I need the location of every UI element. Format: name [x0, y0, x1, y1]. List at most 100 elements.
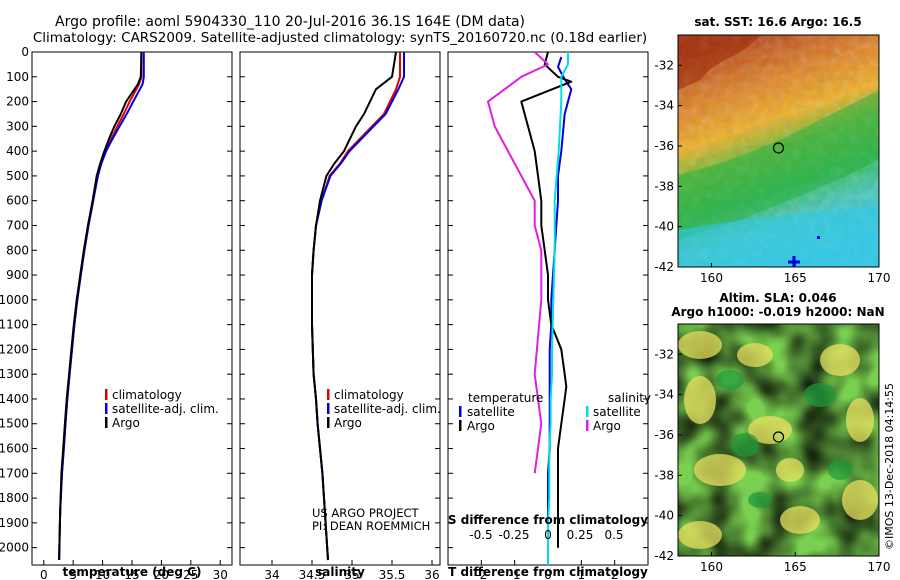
- depth-tick-label: 300: [6, 119, 29, 133]
- sst_map-ytick-label: -42: [654, 260, 674, 274]
- diff-legend-left-swatch: [459, 420, 462, 431]
- difference-xtick-label: 0: [544, 568, 552, 580]
- sst_map-frame: [677, 34, 880, 268]
- sla-high-blob: [678, 331, 722, 359]
- depth-tick-label: 1700: [0, 466, 29, 480]
- temperature-legend-swatch: [105, 403, 108, 414]
- figure-title-line2: Climatology: CARS2009. Satellite-adjuste…: [33, 30, 647, 46]
- diff-legend-right-title: salinity: [608, 391, 651, 405]
- project-annotation: PI: DEAN ROEMMICH: [312, 519, 430, 533]
- sst_map-ytick-label: -40: [654, 220, 674, 234]
- salinity-legend-label: climatology: [334, 388, 404, 402]
- sla-high-blob: [842, 480, 878, 520]
- sla-high-blob: [780, 506, 820, 534]
- difference-series-s-argo: [487, 52, 549, 474]
- difference-xtick-label: -2: [475, 568, 487, 580]
- sla-high-blob: [678, 521, 722, 549]
- temperature-profile-panel: 0100200300400500600700800900100011001200…: [0, 45, 233, 580]
- sla-low-blob: [731, 433, 759, 457]
- sst-dot-marker: [817, 236, 820, 239]
- sla-map-title-line2: Argo h1000: -0.019 h2000: NaN: [671, 305, 884, 319]
- sla-high-blob: [694, 454, 746, 486]
- diff-top-xtick-label: 0.25: [567, 528, 594, 542]
- salinity-plot-frame: [239, 51, 441, 566]
- diff-top-xtick-label: 0.5: [604, 528, 623, 542]
- temperature-plot-frame: [31, 51, 233, 566]
- difference-xlabel: T difference from climatology: [448, 565, 648, 579]
- sla-high-blob: [748, 416, 792, 444]
- sla-low-blob: [748, 492, 772, 508]
- salinity-xlabel: salinity: [315, 565, 365, 579]
- depth-tick-label: 2000: [0, 541, 29, 555]
- temperature-xtick-label: 20: [154, 568, 169, 580]
- diff-legend-right-swatch: [586, 420, 589, 431]
- depth-tick-label: 1000: [0, 293, 29, 307]
- salinity-legend-swatch: [327, 417, 330, 428]
- difference-series-s-satellite: [547, 52, 569, 565]
- difference-xtick-label: 2: [611, 568, 619, 580]
- depth-tick-label: 100: [6, 70, 29, 84]
- depth-tick-label: 600: [6, 194, 29, 208]
- sla_map-ytick-label: -36: [654, 428, 674, 442]
- sst_map-xtick-label: 170: [868, 271, 891, 285]
- salinity-xtick-label: 34: [264, 568, 279, 580]
- sst-map-title: sat. SST: 16.6 Argo: 16.5: [694, 15, 861, 29]
- depth-tick-label: 700: [6, 218, 29, 232]
- sst-green-band: [678, 90, 879, 240]
- credit-text: ©IMOS 13-Dec-2018 04:14:55: [883, 383, 896, 550]
- sst-cross-marker: [788, 256, 800, 267]
- temperature-xtick-label: 15: [124, 568, 139, 580]
- depth-tick-label: 1300: [0, 367, 29, 381]
- sla_map-ytick-label: -40: [654, 509, 674, 523]
- sla-high-blob: [737, 343, 773, 367]
- diff-legend-left-label: satellite: [467, 405, 515, 419]
- sla_map-xtick-label: 160: [700, 560, 723, 574]
- sla-high-blob: [846, 398, 874, 442]
- sla-low-blob: [828, 460, 852, 480]
- sst-cyan-band: [678, 205, 879, 267]
- depth-tick-label: 1200: [0, 342, 29, 356]
- sst_map-ytick-label: -38: [654, 179, 674, 193]
- temperature-legend-swatch: [105, 417, 108, 428]
- temperature-xtick-label: 25: [183, 568, 198, 580]
- diff-top-xtick-label: -0.5: [469, 528, 492, 542]
- diff-legend-left-swatch: [459, 406, 462, 417]
- sla-high-blob: [776, 458, 804, 482]
- salinity-legend-swatch: [327, 403, 330, 414]
- diff-top-xtick-label: -0.25: [498, 528, 529, 542]
- difference-xtick-label: -1: [509, 568, 521, 580]
- sla-low-blob: [804, 383, 836, 407]
- sla-high-blob: [684, 376, 716, 424]
- depth-tick-label: 1900: [0, 516, 29, 530]
- sla_map-frame: [677, 323, 880, 557]
- project-annotation: US ARGO PROJECT: [312, 506, 420, 520]
- temperature-legend-label: climatology: [112, 388, 182, 402]
- sst_map-ytick-label: -36: [654, 139, 674, 153]
- sla-high-blob: [820, 344, 860, 376]
- sla-map-title-line1: Altim. SLA: 0.046: [719, 291, 836, 305]
- sla_map-xtick-label: 170: [868, 560, 891, 574]
- salinity-xtick-label: 34.5: [299, 568, 326, 580]
- sla_map-ytick-label: -32: [654, 347, 674, 361]
- temperature-legend-swatch: [105, 389, 108, 400]
- temperature-xtick-label: 10: [95, 568, 110, 580]
- temperature-xlabel: temperature (deg C): [63, 565, 202, 579]
- difference-series-t-satellite: [547, 56, 573, 565]
- sst_map-ytick-label: -32: [654, 58, 674, 72]
- temperature-xtick-label: 0: [40, 568, 48, 580]
- figure-title-line1: Argo profile: aoml 5904330_110 20-Jul-20…: [55, 14, 525, 30]
- depth-tick-label: 1400: [0, 392, 29, 406]
- difference-profile-panel: -2 -1 0 1 2T difference from climatology temp…: [447, 51, 651, 580]
- depth-tick-label: 800: [6, 243, 29, 257]
- temperature-legend-label: Argo: [112, 416, 140, 430]
- depth-tick-label: 900: [6, 268, 29, 282]
- diff-legend-right-swatch: [586, 406, 589, 417]
- depth-tick-label: 1800: [0, 491, 29, 505]
- argo-location-marker: [772, 142, 785, 154]
- sla_map-xtick-label: 165: [784, 560, 807, 574]
- depth-tick-label: 400: [6, 144, 29, 158]
- sla_map-ytick-label: -42: [654, 549, 674, 563]
- depth-tick-label: 0: [21, 45, 29, 59]
- sla-map-panel: Altim. SLA: 0.046 Argo h1000: -0.019 h20…: [654, 291, 890, 574]
